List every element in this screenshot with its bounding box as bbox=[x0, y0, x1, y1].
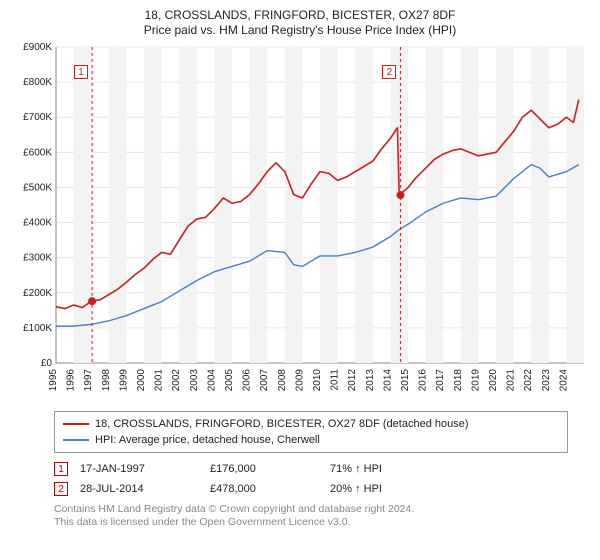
svg-text:2000: 2000 bbox=[136, 369, 147, 392]
svg-text:2023: 2023 bbox=[541, 369, 552, 392]
sale-price-2: £478,000 bbox=[210, 483, 330, 495]
svg-text:£600K: £600K bbox=[23, 147, 52, 158]
svg-text:2010: 2010 bbox=[312, 369, 323, 392]
svg-text:1996: 1996 bbox=[66, 369, 77, 392]
svg-text:£800K: £800K bbox=[23, 77, 52, 88]
chart-container: 18, CROSSLANDS, FRINGFORD, BICESTER, OX2… bbox=[0, 0, 600, 560]
svg-text:2012: 2012 bbox=[347, 369, 358, 392]
svg-text:£900K: £900K bbox=[23, 43, 52, 53]
svg-text:1997: 1997 bbox=[83, 369, 94, 392]
svg-text:1998: 1998 bbox=[101, 369, 112, 392]
svg-text:2009: 2009 bbox=[294, 369, 305, 392]
legend-label-2: HPI: Average price, detached house, Cher… bbox=[95, 432, 320, 448]
chart-titles: 18, CROSSLANDS, FRINGFORD, BICESTER, OX2… bbox=[10, 8, 590, 37]
sale-date-1: 17-JAN-1997 bbox=[80, 463, 210, 475]
sale-badge-1: 1 bbox=[54, 462, 68, 476]
svg-text:2017: 2017 bbox=[435, 369, 446, 392]
svg-text:2018: 2018 bbox=[453, 369, 464, 392]
chart-area: £0 £100K £200K £300K £400K £500K £600K £700K £80… bbox=[12, 43, 588, 405]
sale-badge-2: 2 bbox=[54, 482, 68, 496]
svg-text:2004: 2004 bbox=[206, 369, 217, 392]
svg-text:2016: 2016 bbox=[418, 369, 429, 392]
svg-text:2011: 2011 bbox=[330, 369, 341, 391]
svg-text:£700K: £700K bbox=[23, 112, 52, 123]
svg-text:2007: 2007 bbox=[259, 369, 270, 392]
svg-text:2005: 2005 bbox=[224, 369, 235, 392]
sale-date-2: 28-JUL-2014 bbox=[80, 483, 210, 495]
footer-line-2: This data is licensed under the Open Gov… bbox=[54, 516, 568, 529]
legend-swatch-1 bbox=[63, 423, 89, 425]
svg-text:£400K: £400K bbox=[23, 218, 52, 229]
svg-text:2006: 2006 bbox=[242, 369, 253, 392]
svg-text:2015: 2015 bbox=[400, 369, 411, 392]
sale-hpi-2: 20% ↑ HPI bbox=[330, 483, 450, 495]
svg-text:1995: 1995 bbox=[48, 369, 59, 392]
svg-text:1999: 1999 bbox=[118, 369, 129, 392]
svg-text:£100K: £100K bbox=[23, 323, 52, 334]
svg-text:2002: 2002 bbox=[171, 369, 182, 392]
svg-text:2020: 2020 bbox=[488, 369, 499, 392]
footer-licence: Contains HM Land Registry data © Crown c… bbox=[54, 503, 568, 529]
footer-line-1: Contains HM Land Registry data © Crown c… bbox=[54, 503, 568, 516]
sale-hpi-1: 71% ↑ HPI bbox=[330, 463, 450, 475]
svg-text:2024: 2024 bbox=[558, 369, 569, 392]
legend-box: 18, CROSSLANDS, FRINGFORD, BICESTER, OX2… bbox=[54, 411, 568, 453]
svg-text:2003: 2003 bbox=[189, 369, 200, 392]
legend-row-series1: 18, CROSSLANDS, FRINGFORD, BICESTER, OX2… bbox=[63, 416, 559, 432]
svg-text:£500K: £500K bbox=[23, 182, 52, 193]
svg-text:2021: 2021 bbox=[506, 369, 517, 392]
chart-marker-badge: 2 bbox=[382, 65, 396, 79]
svg-text:£200K: £200K bbox=[23, 288, 52, 299]
svg-text:2014: 2014 bbox=[382, 369, 393, 392]
svg-text:2019: 2019 bbox=[470, 369, 481, 392]
chart-svg: £0 £100K £200K £300K £400K £500K £600K £700K £80… bbox=[12, 43, 588, 405]
sale-row: 2 28-JUL-2014 £478,000 20% ↑ HPI bbox=[54, 479, 568, 499]
legend-row-series2: HPI: Average price, detached house, Cher… bbox=[63, 432, 559, 448]
sales-table: 1 17-JAN-1997 £176,000 71% ↑ HPI 2 28-JU… bbox=[54, 459, 568, 499]
svg-text:2022: 2022 bbox=[523, 369, 534, 392]
title-subtitle: Price paid vs. HM Land Registry's House … bbox=[10, 23, 590, 37]
svg-text:2001: 2001 bbox=[154, 369, 165, 392]
svg-text:£0: £0 bbox=[41, 358, 53, 369]
svg-text:£300K: £300K bbox=[23, 253, 52, 264]
svg-text:2008: 2008 bbox=[277, 369, 288, 392]
sale-price-1: £176,000 bbox=[210, 463, 330, 475]
chart-marker-badge: 1 bbox=[74, 65, 88, 79]
legend-label-1: 18, CROSSLANDS, FRINGFORD, BICESTER, OX2… bbox=[95, 416, 469, 432]
sale-row: 1 17-JAN-1997 £176,000 71% ↑ HPI bbox=[54, 459, 568, 479]
title-address: 18, CROSSLANDS, FRINGFORD, BICESTER, OX2… bbox=[10, 8, 590, 22]
svg-text:2013: 2013 bbox=[365, 369, 376, 392]
legend-swatch-2 bbox=[63, 439, 89, 441]
